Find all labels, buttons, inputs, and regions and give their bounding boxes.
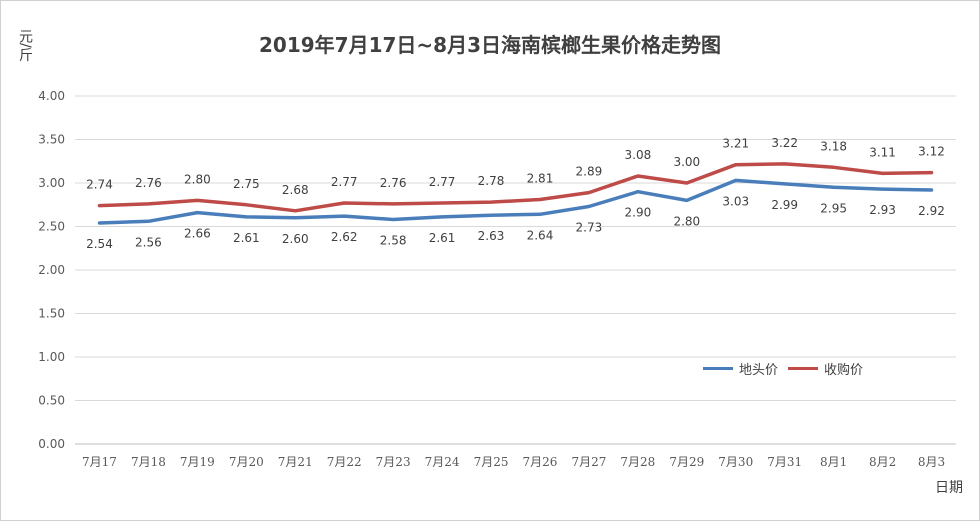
data-label: 2.95 (820, 201, 847, 215)
x-tick-label: 7月22 (327, 455, 362, 469)
x-tick-label: 7月19 (180, 455, 215, 469)
x-tick-label: 7月21 (278, 455, 313, 469)
y-tick-label: 0.00 (38, 437, 65, 451)
x-tick-label: 7月27 (571, 455, 606, 469)
data-label: 2.90 (625, 206, 652, 220)
y-tick-label: 0.50 (38, 394, 65, 408)
x-axis-label: 日期 (935, 480, 963, 496)
y-tick-label: 4.00 (38, 89, 65, 103)
data-label: 3.08 (625, 148, 652, 162)
data-label: 2.64 (527, 228, 554, 242)
data-label: 3.21 (722, 137, 749, 151)
data-label: 2.62 (331, 230, 358, 244)
data-label: 3.11 (869, 145, 896, 159)
data-label: 3.00 (673, 155, 700, 169)
data-label: 2.81 (527, 172, 554, 186)
x-tick-label: 7月30 (718, 455, 753, 469)
data-label: 2.61 (429, 231, 456, 245)
data-label: 2.73 (576, 220, 603, 234)
data-label: 2.56 (135, 235, 162, 249)
data-label: 2.68 (282, 183, 309, 197)
legend: 地头价 收购价 (703, 359, 873, 378)
data-label: 2.60 (282, 232, 309, 246)
data-label: 2.76 (135, 176, 162, 190)
y-tick-label: 1.50 (38, 307, 65, 321)
y-tick-label: 3.50 (38, 133, 65, 147)
legend-item-series-0: 地头价 (703, 359, 778, 378)
x-tick-label: 7月17 (82, 455, 117, 469)
legend-swatch (788, 367, 819, 370)
x-tick-label: 8月3 (918, 455, 945, 469)
data-label: 2.93 (869, 203, 896, 217)
x-tick-label: 7月20 (229, 455, 264, 469)
data-label: 2.54 (86, 237, 113, 251)
x-tick-label: 7月29 (669, 455, 704, 469)
y-tick-label: 2.50 (38, 220, 65, 234)
data-label: 2.92 (918, 204, 945, 218)
x-tick-label: 7月28 (620, 455, 655, 469)
y-axis-label: 元/斤 (17, 29, 33, 62)
chart-title: 2019年7月17日~8月3日海南槟榔生果价格走势图 (258, 33, 721, 57)
data-label: 2.58 (380, 234, 407, 248)
legend-item-series-1: 收购价 (788, 359, 863, 378)
data-label: 3.12 (918, 145, 945, 159)
x-tick-label: 7月25 (474, 455, 509, 469)
data-label: 2.63 (478, 229, 505, 243)
x-tick-label: 7月26 (523, 455, 558, 469)
y-tick-label: 2.00 (38, 263, 65, 277)
x-tick-label: 8月1 (820, 455, 847, 469)
series-line-0 (97, 178, 934, 225)
x-tick-label: 7月18 (131, 455, 166, 469)
data-label: 2.77 (331, 175, 358, 189)
x-tick-label: 7月31 (767, 455, 802, 469)
y-tick-label: 3.00 (38, 176, 65, 190)
y-tick-label: 1.00 (38, 350, 65, 364)
x-tick-label: 7月23 (376, 455, 411, 469)
data-label: 2.80 (184, 172, 211, 186)
x-tick-label: 7月24 (425, 455, 460, 469)
legend-swatch (703, 367, 733, 370)
data-label: 2.74 (86, 178, 113, 192)
data-label: 2.66 (184, 227, 211, 241)
data-label: 3.03 (722, 194, 749, 208)
data-label: 3.18 (820, 139, 847, 153)
data-label: 2.99 (771, 198, 798, 212)
data-label: 3.22 (771, 136, 798, 150)
legend-label: 收购价 (824, 363, 864, 378)
data-label: 2.75 (233, 177, 260, 191)
legend-label: 地头价 (739, 363, 779, 378)
x-tick-label: 8月2 (869, 455, 896, 469)
data-label: 2.89 (576, 165, 603, 179)
data-label: 2.61 (233, 231, 260, 245)
data-label: 2.77 (429, 175, 456, 189)
data-label: 2.78 (478, 174, 505, 188)
data-label: 2.76 (380, 176, 407, 190)
series-line-1 (97, 162, 934, 213)
data-label: 2.80 (673, 214, 700, 228)
